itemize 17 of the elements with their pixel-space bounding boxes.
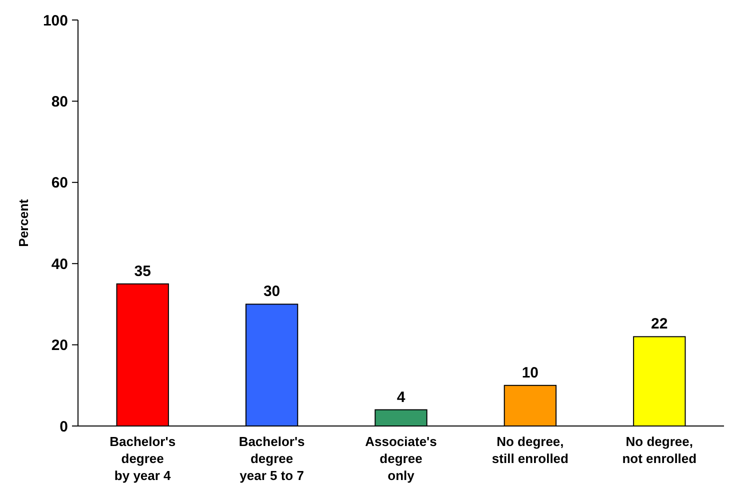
data-label: 22 (651, 316, 668, 333)
y-axis-title: Percent (16, 198, 31, 247)
x-tick-label: Bachelor's degree by year 4 (110, 434, 176, 483)
x-tick-label: Bachelor's degree year 5 to 7 (238, 434, 305, 483)
y-tick-label: 60 (51, 174, 68, 192)
data-label: 4 (396, 388, 406, 406)
x-tick-label: No degree, still enrolled (492, 434, 569, 466)
x-tick-label: Associate's degree only (365, 434, 437, 483)
y-tick-label: 100 (42, 12, 68, 30)
data-label: 10 (522, 364, 539, 382)
y-tick-label: 80 (51, 93, 68, 110)
data-label: 30 (263, 283, 280, 300)
x-tick-label: No degree, not enrolled (622, 434, 697, 466)
y-tick-label: 0 (60, 418, 68, 436)
y-tick-label: 20 (51, 337, 68, 354)
y-tick-label: 40 (51, 256, 68, 273)
data-label: 35 (134, 262, 151, 280)
